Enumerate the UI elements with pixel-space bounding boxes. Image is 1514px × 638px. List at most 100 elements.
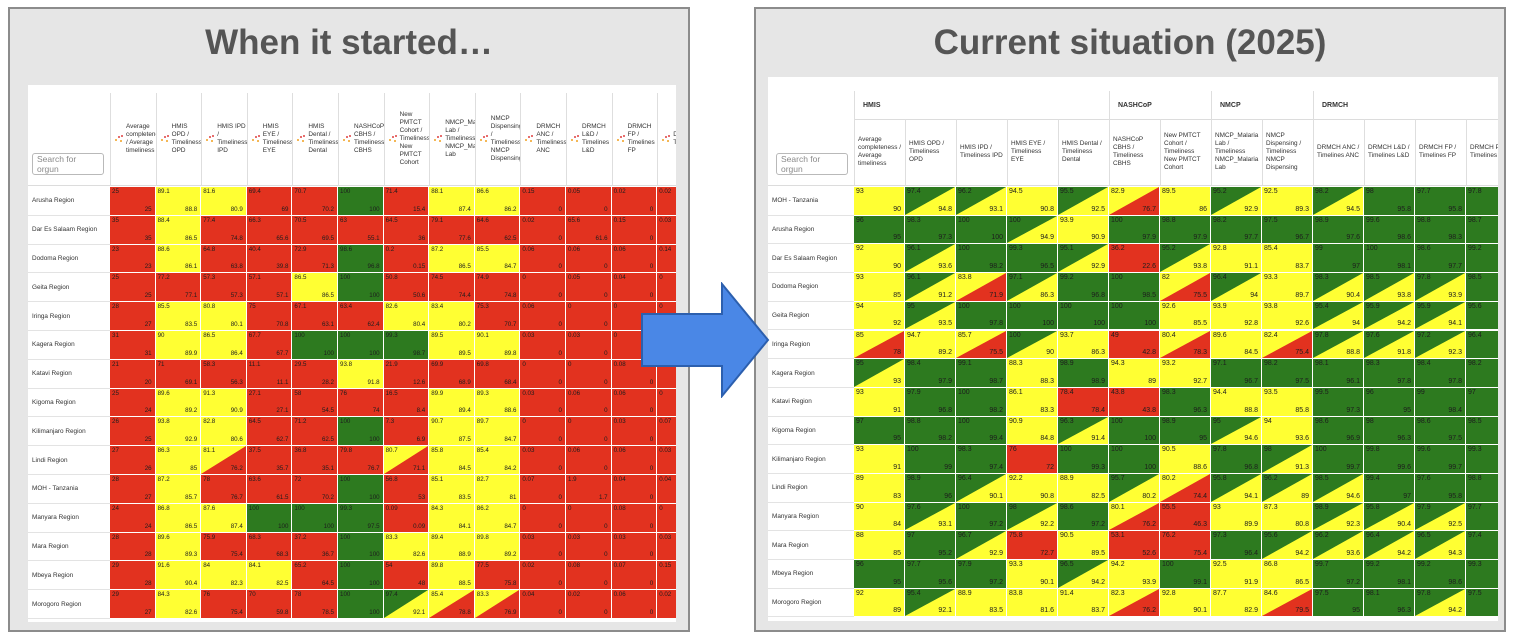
timeliness-value: 0 [558, 436, 562, 444]
data-cell: 97.4 94.8 [905, 187, 956, 216]
completeness-value: 99.6 [1366, 216, 1380, 224]
completeness-value: 100 [1111, 274, 1123, 282]
completeness-value: 89.1 [157, 188, 170, 195]
org-unit-search-input[interactable]: Search for orgun [32, 153, 104, 175]
timeliness-value: 0 [558, 205, 562, 213]
timeliness-value: 82.5 [276, 580, 289, 588]
timeliness-value: 97.9 [938, 377, 952, 385]
timeliness-value: 56.3 [230, 378, 243, 386]
completeness-value: 96 [1366, 388, 1374, 396]
data-cell: 96.1 91.2 [905, 273, 956, 302]
completeness-value: 97.3 [1213, 532, 1227, 540]
completeness-value: 99.3 [1468, 446, 1482, 454]
completeness-value: 29.5 [294, 360, 307, 368]
column-header-label: HMIS OPD / Timeliness OPD [171, 123, 202, 154]
data-cell: 97.7 [1466, 502, 1498, 532]
timeliness-value: 65.6 [276, 234, 289, 242]
timeliness-value: 86.1 [185, 263, 198, 271]
data-cell: 0.02 0 [520, 215, 566, 245]
timeliness-value: 93.8 [1397, 291, 1411, 299]
data-cell: 65.6 61.6 [566, 215, 612, 245]
completeness-value: 81.1 [203, 447, 216, 455]
completeness-value: 95.4 [907, 589, 921, 597]
data-cell: 37.2 36.7 [292, 532, 338, 562]
timeliness-value: 0 [604, 464, 608, 472]
timeliness-value: 96.3 [1397, 435, 1411, 443]
completeness-value: 86.6 [476, 188, 489, 195]
data-cell: 74.5 74.4 [429, 273, 475, 303]
data-cell: 83.8 71.9 [956, 273, 1007, 302]
data-cell: 95.5 92.5 [1058, 187, 1109, 216]
column-header-label: HMIS Dental / Timeliness Dental [1062, 140, 1102, 163]
data-cell: 98.8 98.2 [905, 416, 956, 446]
data-cell: 98.4 97.8 [1415, 359, 1466, 388]
timeliness-value: 0 [558, 608, 562, 616]
data-cell: 95 93 [854, 359, 905, 388]
data-cell: 75.3 70.7 [474, 302, 521, 331]
column-header: DRMCH FP / Timelines FP [611, 93, 658, 185]
data-cell: 95.6 [1466, 301, 1498, 331]
timeliness-value: 35 [144, 234, 152, 242]
timeliness-value: 94.2 [1397, 320, 1411, 328]
completeness-value: 100 [907, 446, 919, 454]
completeness-value: 99.3 [385, 332, 398, 339]
completeness-value: 94.3 [1111, 360, 1125, 368]
timeliness-value: 97.6 [1346, 234, 1360, 242]
data-cell: 57.1 57.1 [246, 273, 293, 303]
timeliness-value: 96 [944, 492, 952, 500]
data-cell: 89.7 84.7 [474, 417, 521, 447]
data-cell: 97.8 94.2 [1415, 588, 1466, 618]
timeliness-value: 94.2 [1448, 607, 1462, 615]
data-cell: 31 31 [110, 331, 156, 360]
data-cell: 91.3 90.9 [201, 388, 247, 418]
timeliness-value: 100 [1042, 320, 1054, 328]
org-unit-search-input[interactable]: Search for orgun [776, 153, 848, 175]
timeliness-value: 91.2 [938, 291, 952, 299]
completeness-value: 98.5 [1468, 417, 1482, 425]
data-cell: 93 90 [854, 187, 905, 216]
row-name: Mara Region [768, 531, 854, 561]
completeness-value: 0 [568, 360, 572, 368]
completeness-value: 86.2 [476, 504, 489, 512]
row-name: Katavi Region [768, 388, 854, 417]
timeliness-value: 81 [509, 493, 517, 501]
data-cell: 87.3 80.8 [1262, 502, 1313, 532]
timeliness-value: 62.5 [504, 234, 517, 242]
right-dashboard-screenshot: Search for orgun HMIS NASHCoP NMCP DRMCH Aver… [768, 77, 1498, 621]
timeliness-value: 0 [558, 349, 562, 357]
data-cell: 100 98.2 [956, 244, 1007, 274]
data-cell: 75 70.8 [246, 302, 293, 331]
completeness-value: 69.9 [431, 360, 444, 368]
timeliness-value: 100 [1144, 320, 1156, 328]
timeliness-value: 95 [893, 234, 901, 242]
completeness-value: 97.6 [907, 503, 921, 511]
completeness-value: 89.5 [431, 332, 444, 339]
data-cell: 86.8 86.5 [155, 503, 202, 533]
completeness-value: 1.9 [568, 476, 577, 483]
completeness-value: 97.7 [1468, 503, 1482, 511]
timeliness-value: 95 [893, 435, 901, 443]
completeness-value: 97.8 [1468, 188, 1482, 195]
timeliness-value: 91.8 [367, 378, 380, 386]
group-header-drmch: DRMCH [1313, 91, 1498, 119]
data-cell: 29 27 [110, 590, 156, 619]
completeness-value: 49 [1111, 331, 1119, 339]
timeliness-value: 83 [893, 492, 901, 500]
completeness-value: 87.7 [1213, 589, 1227, 597]
completeness-value: 100 [340, 591, 351, 599]
completeness-value: 100 [294, 332, 305, 339]
timeliness-value: 61.6 [595, 234, 608, 242]
data-cell: 89.5 86 [1160, 187, 1211, 216]
completeness-value: 98.2 [1213, 216, 1227, 224]
completeness-value: 0 [568, 504, 572, 512]
search-placeholder: Search for orgun [37, 154, 77, 174]
completeness-value: 98.6 [1060, 503, 1074, 511]
timeliness-value: 0 [649, 292, 654, 300]
completeness-value: 0.03 [659, 447, 672, 455]
completeness-value: 76 [203, 591, 211, 599]
timeliness-value: 62.4 [367, 320, 380, 328]
data-cell: 67.7 67.7 [246, 331, 293, 360]
chart-dots-icon [433, 134, 443, 144]
timeliness-value: 79.5 [1295, 607, 1309, 615]
